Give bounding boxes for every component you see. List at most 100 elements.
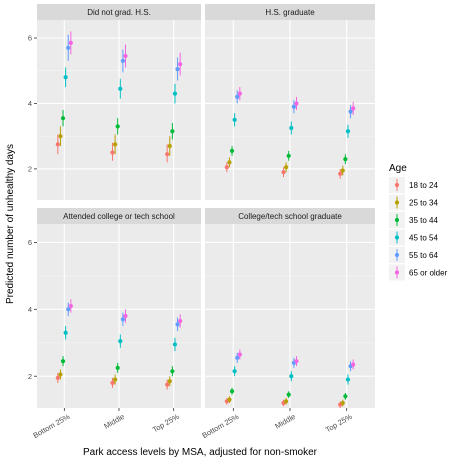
y-tick-label: 6 (28, 34, 32, 43)
data-point (338, 171, 343, 176)
y-axis-title: Predicted number of unhealthy days (5, 144, 16, 304)
legend-item: 55 to 64 (389, 247, 438, 263)
data-point (115, 365, 120, 370)
y-tick-label: 2 (28, 372, 32, 381)
data-point (165, 152, 170, 157)
data-point (175, 66, 180, 72)
legend-key-point (394, 200, 400, 205)
legend-key-point (394, 217, 400, 223)
legend-title: Age (389, 163, 407, 174)
data-point (118, 338, 123, 344)
data-point (232, 117, 237, 122)
data-point (281, 170, 286, 175)
data-point (345, 377, 351, 382)
data-point (294, 101, 299, 106)
y-tick-label: 6 (28, 238, 32, 247)
data-point (235, 94, 240, 100)
data-point (165, 382, 170, 387)
data-point (118, 86, 123, 91)
x-tick-label: Middle (273, 412, 297, 431)
data-point (60, 359, 66, 364)
data-point (115, 124, 120, 129)
data-point (340, 400, 345, 406)
panel: College/tech school graduate Bottom 25% Mi… (200, 208, 375, 440)
x-tick-label: Bottom 25% (31, 412, 71, 440)
data-point (351, 106, 356, 111)
legend-item: 45 to 54 (389, 229, 438, 246)
data-point (172, 91, 178, 96)
panel-strip (37, 4, 201, 20)
data-point (63, 330, 68, 335)
data-point (348, 109, 353, 114)
panel: H.S. graduate (205, 4, 375, 200)
data-point (224, 165, 229, 170)
data-point (343, 394, 348, 399)
panel-title: College/tech school graduate (238, 212, 342, 221)
data-point (291, 104, 296, 109)
data-point (110, 380, 115, 386)
data-point (178, 318, 183, 324)
legend-label: 35 to 44 (409, 216, 438, 225)
data-point (345, 129, 351, 134)
data-point (167, 379, 172, 384)
legend-key-point (394, 270, 400, 275)
data-point (237, 352, 242, 357)
data-point (123, 53, 128, 59)
data-point (113, 377, 118, 382)
x-axis-title: Park access levels by MSA, adjusted for … (83, 447, 318, 458)
data-point (120, 58, 125, 64)
data-point (343, 156, 348, 162)
x-tick-label: Bottom 25% (200, 412, 240, 440)
data-point (289, 374, 294, 379)
data-point (235, 355, 240, 360)
data-point (229, 389, 235, 394)
data-point (55, 375, 60, 380)
data-point (55, 142, 60, 147)
data-point (113, 142, 118, 147)
panel-title: H.S. graduate (265, 8, 315, 17)
data-point (120, 317, 125, 322)
panel: Attended college or tech school 2 4 6 Bottom… (28, 208, 201, 440)
x-tick-label: Middle (102, 412, 126, 431)
panel-title: Attended college or tech school (63, 212, 175, 221)
data-point (167, 143, 172, 149)
legend-label: 45 to 54 (409, 234, 438, 243)
data-point (286, 392, 291, 397)
data-point (68, 303, 73, 309)
panel-strip (37, 208, 201, 224)
panels: Did not grad. H.S. 2 4 6 H.S. graduate Attend… (28, 4, 375, 440)
legend-key-point (394, 235, 400, 240)
data-point (66, 45, 71, 50)
data-point (178, 62, 183, 67)
data-point (284, 165, 289, 170)
data-point (351, 362, 356, 367)
data-point (284, 399, 289, 404)
data-point (66, 307, 71, 312)
data-point (172, 342, 178, 347)
panel-strip (205, 4, 375, 20)
data-point (232, 369, 237, 374)
legend-item: 25 to 34 (389, 194, 438, 211)
data-point (229, 148, 235, 154)
legend-key-point (394, 182, 400, 188)
data-point (170, 129, 175, 134)
data-point (123, 313, 128, 319)
legend-key-point (394, 252, 400, 258)
data-point (340, 168, 345, 173)
y-tick-label: 2 (28, 165, 32, 174)
data-point (286, 153, 291, 158)
legend-label: 18 to 24 (409, 181, 438, 190)
data-point (60, 116, 66, 121)
legend-item: 35 to 44 (389, 212, 438, 228)
legend-item: 65 or older (389, 264, 448, 281)
data-point (110, 150, 115, 155)
legend-label: 25 to 34 (409, 199, 438, 208)
panel: Did not grad. H.S. 2 4 6 (28, 4, 201, 200)
data-point (175, 322, 180, 327)
data-point (170, 369, 175, 374)
data-point (58, 372, 63, 377)
y-tick-label: 4 (28, 99, 32, 108)
data-point (237, 91, 242, 96)
panel-strip (205, 208, 375, 224)
